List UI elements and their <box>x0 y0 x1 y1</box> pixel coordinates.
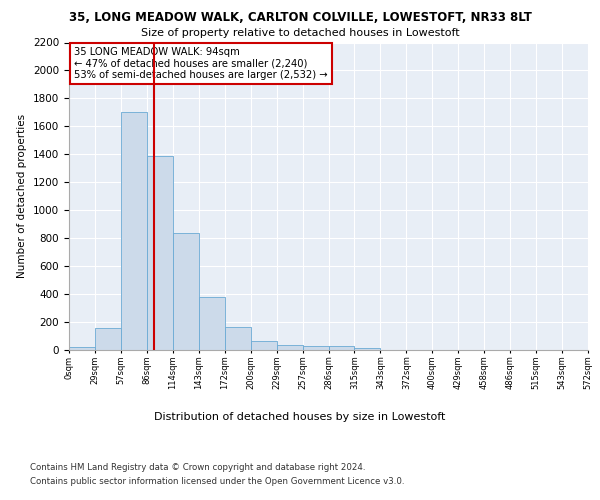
Y-axis label: Number of detached properties: Number of detached properties <box>17 114 28 278</box>
Bar <box>95 328 121 350</box>
Bar <box>147 156 173 350</box>
Text: 35, LONG MEADOW WALK, CARLTON COLVILLE, LOWESTOFT, NR33 8LT: 35, LONG MEADOW WALK, CARLTON COLVILLE, … <box>68 11 532 24</box>
Bar <box>173 234 199 350</box>
Bar <box>329 346 355 350</box>
Bar <box>302 346 329 350</box>
Text: Distribution of detached houses by size in Lowestoft: Distribution of detached houses by size … <box>154 412 446 422</box>
Text: 35 LONG MEADOW WALK: 94sqm
← 47% of detached houses are smaller (2,240)
53% of s: 35 LONG MEADOW WALK: 94sqm ← 47% of deta… <box>74 47 328 80</box>
Bar <box>199 297 224 350</box>
Bar <box>277 345 302 350</box>
Bar <box>355 348 380 350</box>
Bar <box>121 112 147 350</box>
Bar <box>69 347 95 350</box>
Text: Contains public sector information licensed under the Open Government Licence v3: Contains public sector information licen… <box>30 478 404 486</box>
Text: Size of property relative to detached houses in Lowestoft: Size of property relative to detached ho… <box>140 28 460 38</box>
Bar <box>225 327 251 350</box>
Text: Contains HM Land Registry data © Crown copyright and database right 2024.: Contains HM Land Registry data © Crown c… <box>30 462 365 471</box>
Bar <box>251 341 277 350</box>
